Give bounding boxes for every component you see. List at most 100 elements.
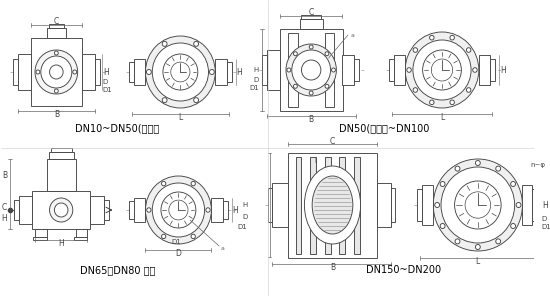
Circle shape <box>309 91 313 95</box>
Circle shape <box>325 84 329 88</box>
Bar <box>47 159 76 191</box>
Circle shape <box>294 52 298 56</box>
Bar <box>13 59 18 85</box>
Text: D1: D1 <box>542 224 550 230</box>
Circle shape <box>450 35 454 40</box>
Bar <box>129 201 134 219</box>
Text: DN50(重型）~DN100: DN50(重型）~DN100 <box>339 123 429 133</box>
Text: H: H <box>242 202 248 208</box>
Text: H: H <box>58 239 64 247</box>
Circle shape <box>431 59 453 81</box>
Circle shape <box>194 41 199 46</box>
Text: B: B <box>54 110 59 118</box>
Bar <box>223 201 228 219</box>
Circle shape <box>41 56 72 88</box>
Bar <box>31 38 81 106</box>
Text: a: a <box>221 245 225 250</box>
Text: D: D <box>254 77 259 83</box>
Text: H: H <box>236 67 243 76</box>
Bar <box>280 29 343 111</box>
Bar <box>288 153 377 258</box>
Text: H: H <box>1 213 7 223</box>
Text: H: H <box>542 200 548 210</box>
Bar <box>342 55 354 85</box>
Bar <box>324 157 331 254</box>
Circle shape <box>433 159 522 251</box>
Bar <box>267 50 280 90</box>
Bar <box>129 62 134 82</box>
Text: D: D <box>175 249 182 258</box>
Bar <box>272 183 288 227</box>
Circle shape <box>510 223 515 229</box>
Text: L: L <box>178 112 183 121</box>
Text: H: H <box>103 67 108 76</box>
Bar <box>134 198 146 222</box>
Circle shape <box>35 50 78 94</box>
Bar <box>51 148 72 152</box>
Circle shape <box>152 43 208 101</box>
Circle shape <box>146 36 215 108</box>
Bar <box>47 28 66 38</box>
Circle shape <box>36 70 40 74</box>
Circle shape <box>169 200 188 220</box>
Bar <box>134 59 146 85</box>
Bar <box>18 54 31 90</box>
Text: D1: D1 <box>172 239 182 245</box>
Circle shape <box>50 198 73 222</box>
Circle shape <box>496 166 500 171</box>
Circle shape <box>422 50 461 90</box>
Circle shape <box>434 202 439 207</box>
Text: B: B <box>309 115 313 123</box>
Circle shape <box>440 181 445 186</box>
Text: D: D <box>242 214 248 220</box>
Bar <box>300 19 323 29</box>
Circle shape <box>50 65 63 79</box>
Text: C: C <box>309 7 314 17</box>
Text: D: D <box>542 216 547 222</box>
Circle shape <box>441 167 515 243</box>
Circle shape <box>450 100 454 104</box>
Circle shape <box>54 203 68 217</box>
Bar <box>33 237 47 240</box>
Bar <box>262 55 267 85</box>
Bar <box>389 59 394 81</box>
Text: a: a <box>351 33 355 38</box>
Circle shape <box>455 166 460 171</box>
Text: DN150~DN200: DN150~DN200 <box>366 265 441 275</box>
Ellipse shape <box>304 166 361 244</box>
Text: B: B <box>330 263 335 271</box>
Bar <box>394 55 405 85</box>
Circle shape <box>332 68 336 72</box>
Text: D: D <box>103 79 108 85</box>
Circle shape <box>162 234 166 239</box>
Bar <box>227 62 232 82</box>
Circle shape <box>170 62 190 82</box>
Circle shape <box>309 45 313 49</box>
Text: D1: D1 <box>103 87 113 93</box>
Text: H: H <box>233 205 239 215</box>
Circle shape <box>475 160 480 165</box>
Circle shape <box>405 32 479 108</box>
Circle shape <box>146 176 211 244</box>
Bar <box>74 237 87 240</box>
Circle shape <box>301 60 321 80</box>
Bar <box>215 59 227 85</box>
Circle shape <box>191 181 195 186</box>
Bar <box>522 185 532 225</box>
Text: H: H <box>254 67 259 73</box>
Text: DN10~DN50(轻型）: DN10~DN50(轻型） <box>75 123 160 133</box>
Circle shape <box>466 48 471 52</box>
Circle shape <box>162 181 166 186</box>
Circle shape <box>430 100 434 104</box>
Circle shape <box>162 98 167 103</box>
Bar <box>390 188 395 222</box>
Bar <box>90 196 104 224</box>
Circle shape <box>413 48 417 52</box>
Circle shape <box>475 244 480 250</box>
Text: L: L <box>476 257 480 266</box>
Bar <box>339 157 345 254</box>
Circle shape <box>286 44 337 96</box>
Circle shape <box>287 68 291 72</box>
Circle shape <box>73 70 76 74</box>
Circle shape <box>191 234 195 239</box>
